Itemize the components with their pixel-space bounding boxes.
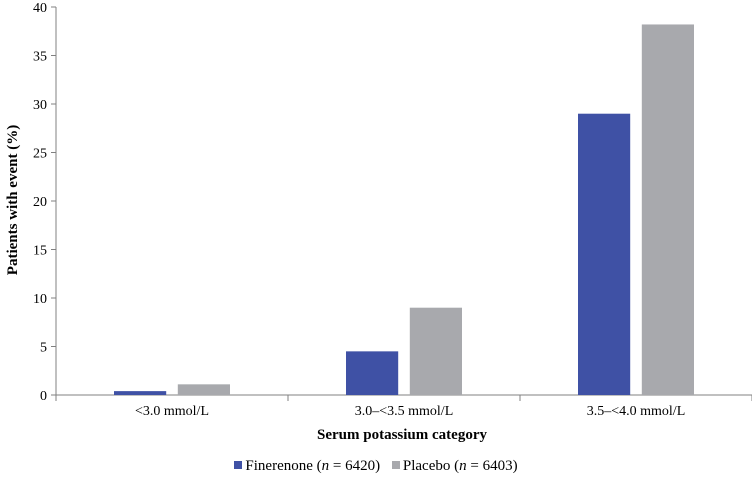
bar-finerenone-2: [346, 351, 399, 395]
bar-placebo-1: [177, 384, 230, 395]
bar-finerenone-1: [114, 391, 167, 395]
legend-label-placebo-pre: Placebo (: [402, 458, 460, 474]
y-tick-label: 0: [40, 389, 47, 404]
y-tick-label: 35: [33, 50, 47, 65]
legend-swatch-placebo: [391, 461, 400, 469]
legend-item-finerenone: Finerenone (n = 6420): [234, 458, 380, 475]
plot-area: 0 5 10 15 20 25 30 35 40 <3.0 mmol/L 3.0–<3.5 mmol…: [33, 1, 752, 419]
legend-label-finerenone-post: = 6420): [329, 458, 381, 474]
y-tick-label: 30: [33, 98, 47, 113]
y-tick-label: 25: [33, 147, 47, 162]
y-tick-label: 20: [33, 195, 47, 210]
y-axis-title: Patients with event (%): [5, 125, 21, 275]
bar-finerenone-3: [578, 113, 631, 395]
legend: Finerenone (n = 6420) Placebo (n = 6403): [0, 458, 752, 475]
legend-swatch-finerenone: [234, 461, 243, 469]
bar-placebo-2: [409, 307, 462, 395]
legend-label-finerenone-pre: Finerenone (: [245, 458, 322, 474]
y-tick-label: 40: [33, 1, 47, 16]
y-tick-label: 15: [33, 244, 47, 259]
x-axis-title: Serum potassium category: [317, 427, 487, 443]
x-tick-label: 3.5–<4.0 mmol/L: [587, 404, 686, 419]
legend-label-finerenone-n: n: [321, 458, 330, 474]
y-tick-label: 5: [40, 341, 47, 356]
legend-label-placebo-n: n: [459, 458, 467, 474]
x-tick-label: 3.0–<3.5 mmol/L: [355, 404, 454, 419]
bar-placebo-3: [641, 24, 694, 396]
x-tick-label: <3.0 mmol/L: [135, 404, 209, 419]
legend-label-placebo-post: = 6403): [466, 458, 518, 474]
y-tick-label: 10: [33, 292, 47, 307]
legend-item-placebo: Placebo (n = 6403): [391, 458, 518, 475]
